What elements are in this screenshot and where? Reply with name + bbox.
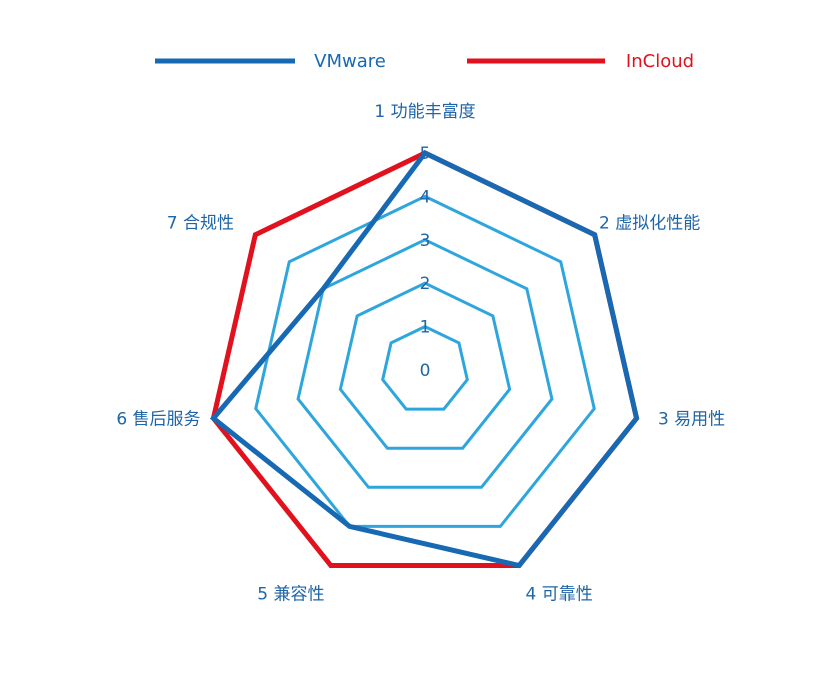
tick-label: 5: [420, 144, 431, 164]
series-incloud: [210, 150, 640, 569]
series-layer: [209, 149, 640, 569]
category-label: 4 可靠性: [526, 585, 593, 605]
category-label: 7 合规性: [167, 214, 234, 234]
legend: VMware InCloud: [155, 51, 694, 72]
category-label: 6 售后服务: [116, 409, 200, 429]
category-label: 5 兼容性: [257, 585, 324, 605]
tick-label: 4: [420, 187, 431, 207]
category-labels: 1 功能丰富度 2 虚拟化性能 3 易用性 4 可靠性 5 兼容性 6 售后服务 7 合规性: [116, 102, 725, 605]
category-label: 1 功能丰富度: [374, 102, 475, 122]
grid: [211, 151, 639, 568]
grid-ring-5: [211, 151, 639, 568]
legend-label: VMware: [314, 51, 386, 72]
grid-ring-4: [254, 194, 596, 528]
tick-label: 2: [420, 274, 431, 294]
tick-labels: 0 1 2 3 4 5: [420, 144, 431, 381]
legend-label: InCloud: [626, 51, 694, 72]
category-label: 2 虚拟化性能: [599, 214, 700, 234]
tick-label: 1: [420, 318, 431, 338]
tick-label: 3: [420, 231, 431, 251]
grid-ring-3: [296, 238, 554, 489]
grid-ring-1: [381, 324, 469, 411]
grid-ring-2: [338, 281, 512, 450]
series-vmware: [209, 149, 640, 569]
category-label: 3 易用性: [658, 409, 725, 429]
tick-label: 0: [420, 361, 431, 381]
